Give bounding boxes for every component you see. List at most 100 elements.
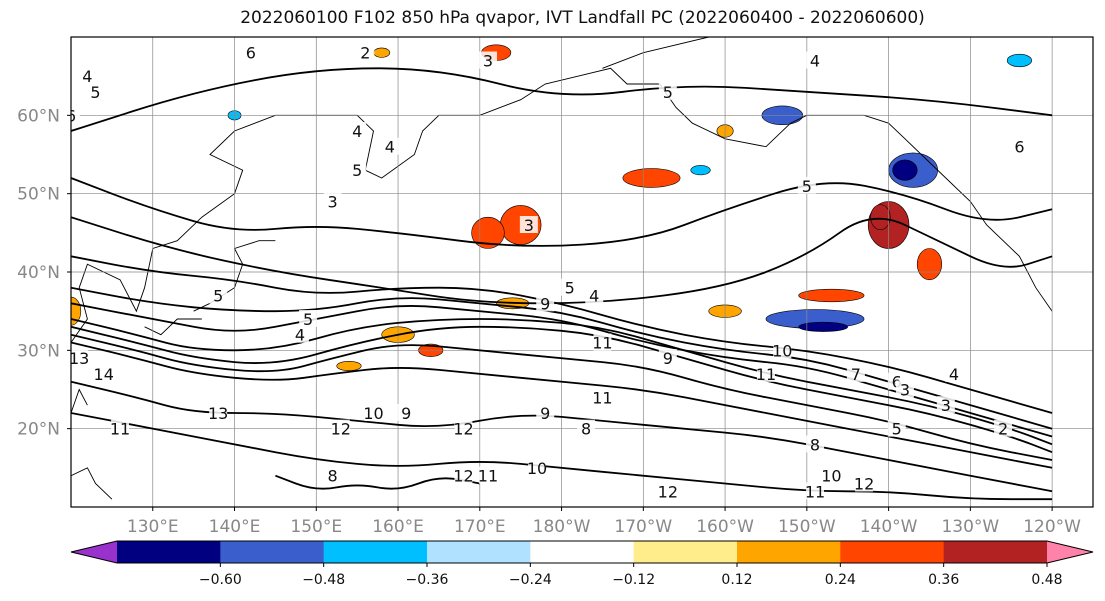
colorbar-tick-label: 0.36 [928,572,959,588]
contour-label-background [111,419,130,437]
contour-line-5 [71,255,1053,414]
contour-label-background [658,482,677,500]
contour-label: 12 [658,482,678,501]
contour-label: 3 [941,396,951,415]
colorbar-segment [427,541,531,563]
contour-label-background [806,482,825,500]
contour-label-background [658,82,677,100]
contour-label: 4 [352,122,362,141]
longitude-tick-label: 150°W [778,517,836,537]
contour-label: 5 [352,161,362,180]
contour-label: 12 [331,420,351,439]
contour-label: 9 [663,349,673,368]
contour-label-background [364,404,383,421]
contour-label: 11 [805,482,825,501]
contour-label-background [241,43,260,61]
colorbar-segment [633,541,738,563]
contour-label-background [478,466,497,484]
contour-label: 5 [663,83,673,102]
colorbar-tick-label: −0.12 [612,572,655,588]
contour-label-background [331,419,350,437]
contour-label-background [290,325,309,343]
colorbar-tick-label: 0.48 [1031,572,1062,588]
colorbar-extend-low [71,541,117,563]
contour-label-background [209,286,228,304]
shaded-anomaly-region [892,159,918,181]
contour-label-background [1010,137,1029,155]
contour-label: 9 [540,404,550,423]
contour-label: 12 [453,420,473,439]
contour-label: 10 [363,404,383,423]
coastline [71,467,113,500]
contour-label-background [478,51,497,69]
contour-line-8 [71,318,1053,446]
contour-label: 5 [90,83,100,102]
contour-label: 11 [592,334,612,353]
shaded-anomaly-region [870,204,891,230]
contour-label-background [299,310,318,327]
shaded-anomaly-region [690,165,711,176]
contour-line-9 [71,325,1053,454]
contour-label-background [519,216,538,233]
coastline [71,388,88,414]
colorbar-segment [530,541,635,563]
contour-label: 3 [483,52,493,71]
contour-label-background [528,458,547,476]
colorbar-tick-label: 0.12 [721,572,752,588]
contour-label-background [323,466,342,484]
contour-label: 8 [328,467,338,486]
contour-label-background [71,349,89,367]
contour-label-background [658,349,677,367]
contour-label: 6 [1014,138,1024,157]
contour-label-background [806,51,825,69]
longitude-tick-label: 170°W [614,517,672,537]
shaded-anomaly-region [916,248,943,281]
contour-label: 14 [94,365,114,384]
contour-label-background [209,404,228,421]
contour-label-background [797,176,816,194]
contour-label: 10 [821,467,841,486]
contour-label: 4 [82,67,92,86]
contour-label: 10 [772,341,792,360]
contour-label: 4 [810,52,820,71]
latitude-tick-label: 20°N [17,420,60,440]
longitude-tick-label: 160°E [372,517,424,537]
coastline [602,37,766,69]
plot-area: 6234564543354549545119101176435131411131… [69,37,1093,507]
contour-line-10 [71,333,1053,461]
contour-label-background [994,419,1013,437]
contour-label-background [323,192,342,210]
contour-label-background [560,278,579,296]
contour-label-background [585,286,604,304]
contour-line-13 [71,412,1053,501]
map-title: 2022060100 F102 850 hPa qvapor, IVT Land… [240,8,925,28]
contour-label: 11 [592,388,612,407]
contour-label-layer: 6234564543354549545119101176435131411131… [69,43,1029,501]
contour-label: 6 [246,44,256,63]
colorbar-tick-label: −0.24 [509,572,552,588]
contour-label: 9 [540,294,550,313]
colorbar-segment [323,541,428,563]
contour-label-background [356,43,375,61]
contour-label-background [806,435,825,453]
longitude-tick-label: 140°E [209,517,261,537]
contour-label-background [887,419,906,437]
latitude-tick-label: 40°N [17,263,60,283]
contour-label: 4 [589,287,599,306]
latitude-tick-label: 60°N [17,106,60,126]
contour-label: 13 [69,349,89,368]
contour-label-background [593,388,612,406]
contour-label: 5 [802,177,812,196]
contour-label: 5 [213,287,223,306]
contour-line-3 [71,177,1053,247]
contour-label: 3 [328,193,338,212]
colorbar-segment [220,541,325,563]
contour-label: 12 [453,467,473,486]
latitude-tick-label: 50°N [17,185,60,205]
contour-label: 2 [998,420,1008,439]
contour-label-background [380,137,399,155]
longitude-tick-label: 130°W [941,517,999,537]
contour-label: 13 [208,404,228,423]
colorbar-tick-label: −0.48 [302,572,345,588]
